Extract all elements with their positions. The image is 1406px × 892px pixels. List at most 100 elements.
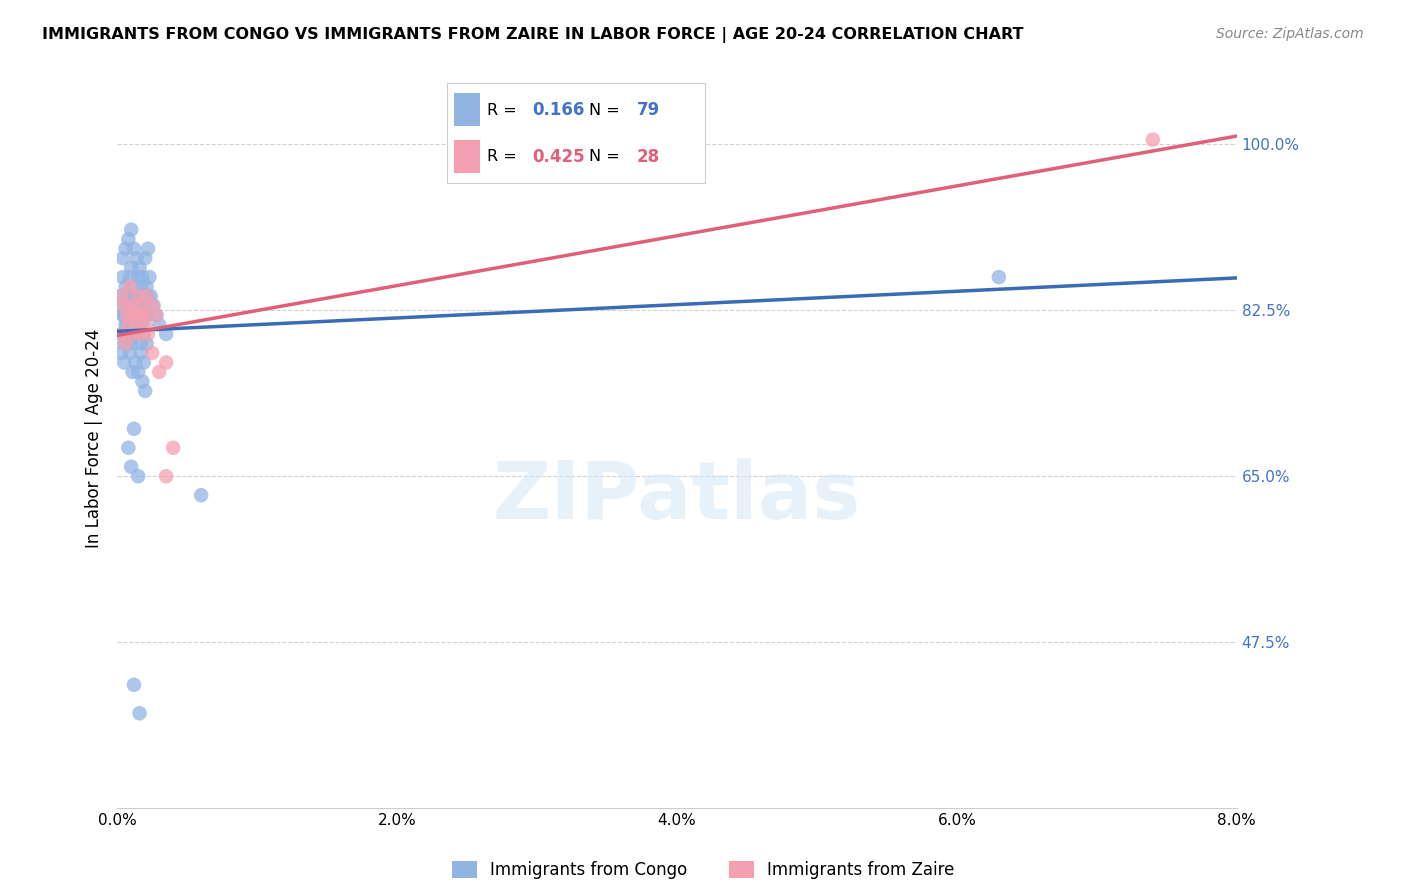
Immigrants from Zaire xyxy=(128,326,150,341)
Immigrants from Congo xyxy=(122,678,145,692)
Immigrants from Congo xyxy=(136,308,159,322)
Immigrants from Congo xyxy=(120,336,142,351)
Immigrants from Congo xyxy=(117,299,139,313)
Immigrants from Zaire xyxy=(148,365,170,379)
Immigrants from Zaire xyxy=(122,308,145,322)
Immigrants from Zaire xyxy=(141,299,163,313)
Immigrants from Congo xyxy=(118,326,141,341)
Immigrants from Congo xyxy=(134,299,156,313)
Immigrants from Congo xyxy=(124,326,146,341)
Immigrants from Congo xyxy=(132,326,155,341)
Immigrants from Congo xyxy=(127,365,149,379)
Immigrants from Congo xyxy=(129,336,152,351)
Text: Source: ZipAtlas.com: Source: ZipAtlas.com xyxy=(1216,27,1364,41)
Immigrants from Congo xyxy=(124,355,146,369)
Immigrants from Congo xyxy=(127,318,149,332)
Immigrants from Congo xyxy=(112,308,135,322)
Immigrants from Congo xyxy=(128,706,150,721)
Immigrants from Congo xyxy=(110,299,132,313)
Y-axis label: In Labor Force | Age 20-24: In Labor Force | Age 20-24 xyxy=(86,328,103,548)
Immigrants from Congo xyxy=(142,299,165,313)
Immigrants from Congo xyxy=(118,346,141,360)
Immigrants from Congo xyxy=(122,318,145,332)
Immigrants from Congo xyxy=(117,441,139,455)
Immigrants from Congo xyxy=(132,355,155,369)
Immigrants from Zaire xyxy=(155,469,177,483)
Immigrants from Congo xyxy=(134,384,156,398)
Immigrants from Congo xyxy=(135,279,157,293)
Immigrants from Congo xyxy=(135,336,157,351)
Immigrants from Zaire xyxy=(112,299,135,313)
Immigrants from Congo xyxy=(121,279,143,293)
Immigrants from Congo xyxy=(129,346,152,360)
Immigrants from Zaire xyxy=(155,355,177,369)
Immigrants from Congo xyxy=(122,422,145,436)
Immigrants from Congo xyxy=(110,326,132,341)
Immigrants from Zaire xyxy=(120,326,142,341)
Legend: Immigrants from Congo, Immigrants from Zaire: Immigrants from Congo, Immigrants from Z… xyxy=(451,861,955,880)
Immigrants from Zaire xyxy=(132,308,155,322)
Immigrants from Congo xyxy=(112,355,135,369)
Immigrants from Zaire xyxy=(136,326,159,341)
Immigrants from Zaire xyxy=(127,289,149,303)
Immigrants from Congo xyxy=(134,251,156,265)
Immigrants from Congo xyxy=(125,326,148,341)
Immigrants from Congo xyxy=(145,308,167,322)
Immigrants from Zaire xyxy=(118,279,141,293)
Immigrants from Congo xyxy=(125,251,148,265)
Immigrants from Congo xyxy=(110,346,132,360)
Immigrants from Congo xyxy=(131,289,153,303)
Immigrants from Congo xyxy=(131,375,153,389)
Immigrants from Congo xyxy=(148,318,170,332)
Immigrants from Congo xyxy=(131,270,153,285)
Immigrants from Congo xyxy=(127,270,149,285)
Immigrants from Zaire xyxy=(115,308,138,322)
Immigrants from Congo xyxy=(114,318,136,332)
Immigrants from Zaire xyxy=(1142,133,1164,147)
Immigrants from Congo xyxy=(125,308,148,322)
Immigrants from Zaire xyxy=(111,326,134,341)
Immigrants from Congo xyxy=(128,308,150,322)
Immigrants from Zaire xyxy=(124,308,146,322)
Immigrants from Congo xyxy=(122,289,145,303)
Immigrants from Zaire xyxy=(121,299,143,313)
Immigrants from Congo xyxy=(114,279,136,293)
Immigrants from Congo xyxy=(115,318,138,332)
Immigrants from Congo xyxy=(987,270,1010,285)
Immigrants from Congo xyxy=(136,242,159,256)
Immigrants from Congo xyxy=(135,308,157,322)
Immigrants from Congo xyxy=(112,336,135,351)
Immigrants from Congo xyxy=(138,270,160,285)
Immigrants from Zaire xyxy=(162,441,184,455)
Immigrants from Congo xyxy=(131,299,153,313)
Immigrants from Zaire xyxy=(110,289,132,303)
Immigrants from Zaire xyxy=(135,289,157,303)
Immigrants from Congo xyxy=(129,279,152,293)
Immigrants from Congo xyxy=(128,260,150,275)
Immigrants from Congo xyxy=(131,318,153,332)
Immigrants from Zaire xyxy=(141,346,163,360)
Text: IMMIGRANTS FROM CONGO VS IMMIGRANTS FROM ZAIRE IN LABOR FORCE | AGE 20-24 CORREL: IMMIGRANTS FROM CONGO VS IMMIGRANTS FROM… xyxy=(42,27,1024,43)
Immigrants from Zaire xyxy=(117,318,139,332)
Immigrants from Congo xyxy=(134,299,156,313)
Immigrants from Congo xyxy=(121,365,143,379)
Immigrants from Congo xyxy=(120,260,142,275)
Immigrants from Congo xyxy=(127,469,149,483)
Immigrants from Congo xyxy=(139,289,162,303)
Immigrants from Congo xyxy=(124,299,146,313)
Immigrants from Congo xyxy=(115,289,138,303)
Immigrants from Zaire xyxy=(131,308,153,322)
Text: ZIPatlas: ZIPatlas xyxy=(494,458,860,536)
Immigrants from Congo xyxy=(128,289,150,303)
Immigrants from Congo xyxy=(108,289,131,303)
Immigrants from Congo xyxy=(132,289,155,303)
Immigrants from Congo xyxy=(111,270,134,285)
Immigrants from Congo xyxy=(111,251,134,265)
Immigrants from Congo xyxy=(120,223,142,237)
Immigrants from Congo xyxy=(120,459,142,474)
Immigrants from Congo xyxy=(155,326,177,341)
Immigrants from Zaire xyxy=(125,318,148,332)
Immigrants from Zaire xyxy=(129,299,152,313)
Immigrants from Zaire xyxy=(134,318,156,332)
Immigrants from Congo xyxy=(117,232,139,246)
